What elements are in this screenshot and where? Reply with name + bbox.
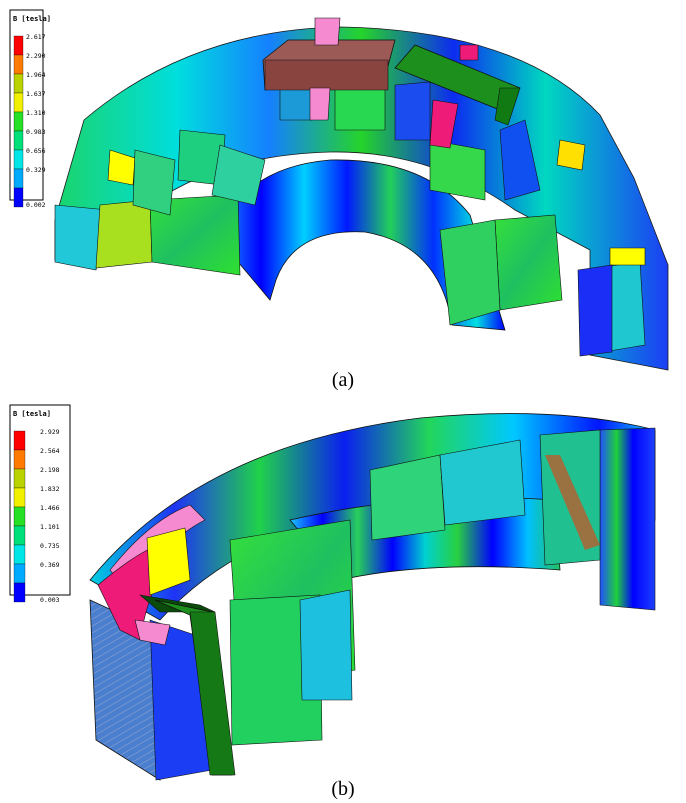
legend-swatch: [13, 544, 26, 565]
legend-tick-label: 0.002: [26, 201, 46, 209]
legend-tick-label: 1.832: [40, 485, 60, 493]
legend-a-scale: [13, 35, 24, 208]
caption-b: (b): [331, 778, 354, 800]
legend-b-scale: [13, 430, 26, 603]
legend-swatch: [13, 73, 24, 94]
legend-swatch: [13, 487, 26, 508]
legend-tick-label: 1.637: [26, 90, 46, 98]
legend-tick-label: 2.198: [40, 466, 60, 474]
legend-tick-label: 0.983: [26, 128, 46, 136]
legend-swatch: [13, 449, 26, 470]
legend-tick-label: 2.617: [26, 33, 46, 41]
legend-tick-label: 1.964: [26, 71, 46, 79]
legend-swatch: [13, 525, 26, 546]
legend-swatch: [13, 582, 26, 603]
legend-swatch: [13, 149, 24, 170]
teeth-b: [229, 429, 601, 746]
legend-swatch: [13, 563, 26, 584]
legend-swatch: [13, 168, 24, 189]
caption-a: (a): [332, 369, 354, 391]
stator-a: [54, 26, 669, 371]
coils-b: [97, 504, 236, 776]
legend-a-title: B [tesla]: [13, 15, 51, 23]
legend-tick-label: 2.290: [26, 52, 46, 60]
figure-b: B [tesla] 2.929 2.564 2.198 1.832 1.466 1.101…: [9, 404, 656, 800]
legend-swatch: [13, 468, 26, 489]
teeth-a: [95, 67, 646, 357]
legend-tick-label: 0.329: [26, 166, 46, 174]
figure-a: B [tesla] 2.617 2.290 1.964 1.637 1.310 0.983…: [9, 9, 669, 391]
legend-tick-label: 2.564: [40, 447, 60, 455]
legend-b: B [tesla] 2.929 2.564 2.198 1.832 1.466 1.101…: [9, 404, 71, 604]
legend-tick-label: 0.656: [26, 147, 46, 155]
legend-tick-label: 1.310: [26, 109, 46, 117]
legend-tick-label: 0.003: [40, 596, 60, 604]
legend-swatch: [13, 92, 24, 113]
legend-swatch: [13, 506, 26, 527]
legend-b-title: B [tesla]: [13, 410, 51, 418]
legend-tick-label: 0.735: [40, 542, 60, 550]
legend-swatch: [13, 35, 24, 56]
legend-swatch: [13, 430, 26, 451]
legend-tick-label: 1.466: [40, 504, 60, 512]
legend-a: B [tesla] 2.617 2.290 1.964 1.637 1.310 0.983…: [9, 9, 51, 209]
legend-swatch: [13, 130, 24, 151]
legend-swatch: [13, 54, 24, 75]
coils-a: [262, 17, 521, 149]
legend-tick-label: 1.101: [40, 523, 60, 531]
legend-swatch: [13, 111, 24, 132]
legend-tick-label: 0.369: [40, 561, 60, 569]
legend-tick-label: 2.929: [40, 428, 60, 436]
legend-swatch: [13, 187, 24, 208]
